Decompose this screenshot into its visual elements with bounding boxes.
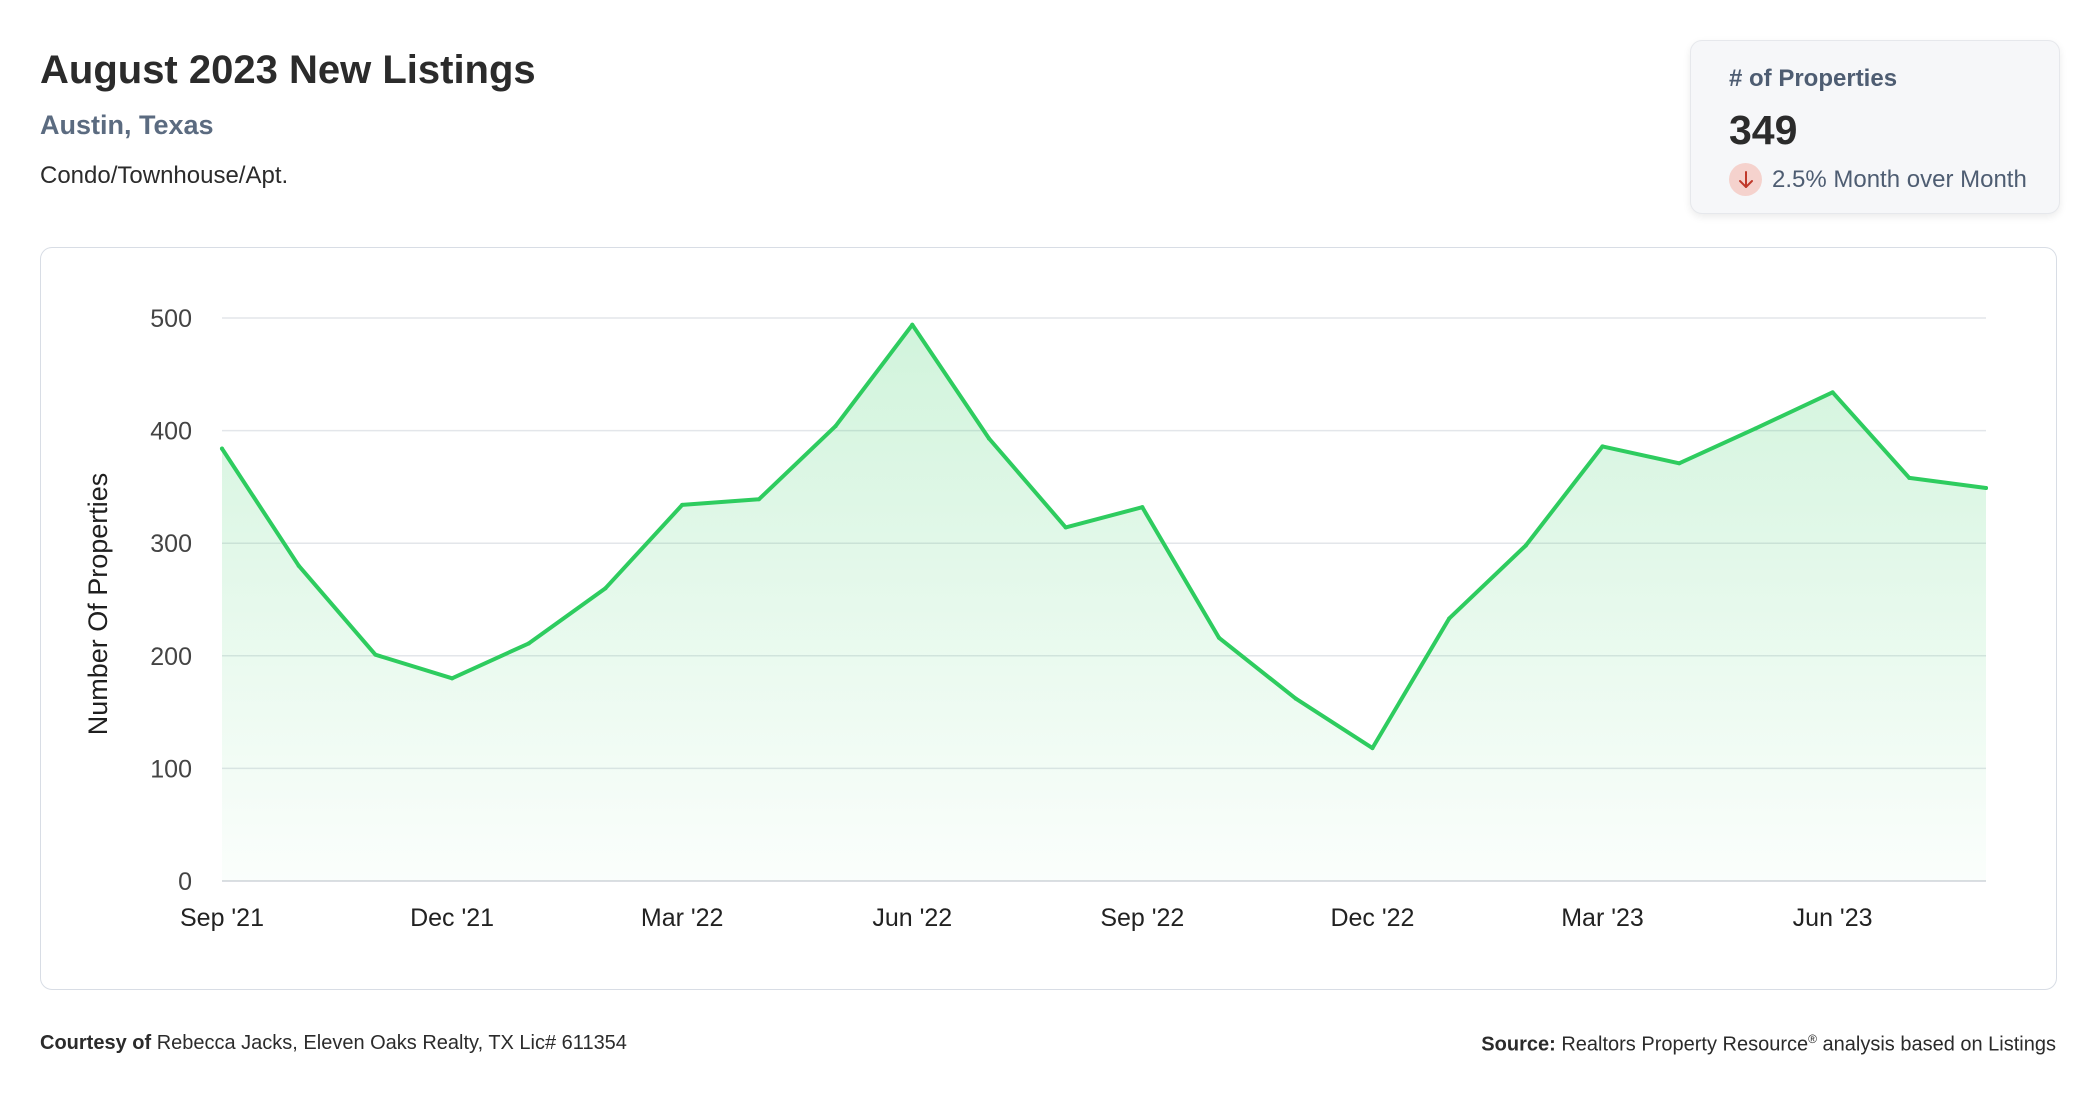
data-point: [1984, 486, 1988, 491]
y-tick-labels: 0 100 200 300 400 500: [150, 305, 192, 896]
data-point: [450, 676, 455, 681]
registered-mark: ®: [1808, 1032, 1817, 1046]
source-suffix: analysis based on Listings: [1822, 1033, 2056, 1056]
properties-stat-card: # of Properties 349 2.5% Month over Mont…: [1690, 40, 2060, 214]
stat-value: 349: [1729, 107, 1798, 153]
data-point: [296, 563, 301, 568]
data-point: [756, 497, 761, 502]
data-point: [1447, 616, 1452, 621]
x-tick-label: Sep '21: [180, 904, 264, 932]
page-title: August 2023 New Listings: [40, 48, 536, 92]
data-point: [373, 652, 378, 657]
y-tick-label: 0: [178, 868, 192, 896]
source-label: Source:: [1481, 1033, 1556, 1056]
x-tick-label: Dec '21: [410, 904, 494, 932]
x-tick-label: Mar '22: [641, 904, 724, 932]
arrow-down-glyph: [1738, 170, 1753, 188]
y-tick-label: 500: [150, 305, 192, 333]
new-listings-chart: 0 100 200 300 400 500 Sep '21 Dec '21 Mar '22 Ju…: [83, 305, 1988, 932]
data-point: [1830, 390, 1835, 395]
data-point: [1370, 746, 1375, 751]
data-point: [1293, 696, 1298, 701]
location-subtitle: Austin, Texas: [40, 110, 214, 140]
x-tick-labels: Sep '21 Dec '21 Mar '22 Jun '22 Sep '22 Dec '…: [180, 904, 1873, 932]
arrow-down-icon: [1729, 163, 1762, 196]
courtesy-label: Courtesy of: [40, 1032, 152, 1054]
courtesy-text: Rebecca Jacks, Eleven Oaks Realty, TX Li…: [156, 1032, 627, 1054]
data-point: [1677, 461, 1682, 466]
series-area: [222, 324, 1986, 881]
source-footer: Source: Realtors Property Resource® anal…: [1481, 1032, 2056, 1057]
source-name: Realtors Property Resource: [1561, 1033, 1809, 1056]
x-tick-label: Sep '22: [1100, 904, 1184, 932]
data-point: [833, 424, 838, 429]
data-point: [1753, 426, 1758, 431]
data-point: [1217, 635, 1222, 640]
data-point: [603, 586, 608, 591]
x-tick-label: Jun '22: [872, 904, 952, 932]
data-point: [1063, 525, 1068, 530]
stat-label: # of Properties: [1729, 65, 1898, 92]
data-point: [526, 641, 531, 646]
data-point: [220, 446, 224, 451]
data-point: [910, 322, 915, 327]
data-point: [680, 502, 685, 507]
y-tick-label: 200: [150, 643, 192, 671]
y-tick-label: 400: [150, 418, 192, 446]
y-tick-label: 300: [150, 530, 192, 558]
x-tick-label: Jun '23: [1793, 904, 1873, 932]
y-axis-label: Number Of Properties: [83, 473, 113, 736]
courtesy-footer: Courtesy of Rebecca Jacks, Eleven Oaks R…: [40, 1032, 627, 1055]
data-point: [1140, 505, 1145, 510]
property-type-label: Condo/Townhouse/Apt.: [40, 162, 289, 189]
x-tick-label: Mar '23: [1561, 904, 1644, 932]
data-point: [1907, 475, 1912, 480]
data-point: [986, 436, 991, 441]
x-tick-label: Dec '22: [1330, 904, 1414, 932]
data-points: [220, 322, 1988, 751]
data-point: [1523, 543, 1528, 548]
data-point: [1600, 444, 1605, 449]
y-tick-label: 100: [150, 755, 192, 783]
stat-change-text: 2.5% Month over Month: [1772, 165, 2027, 193]
stat-change: 2.5% Month over Month: [1729, 163, 2027, 196]
series-line: [220, 322, 1988, 751]
